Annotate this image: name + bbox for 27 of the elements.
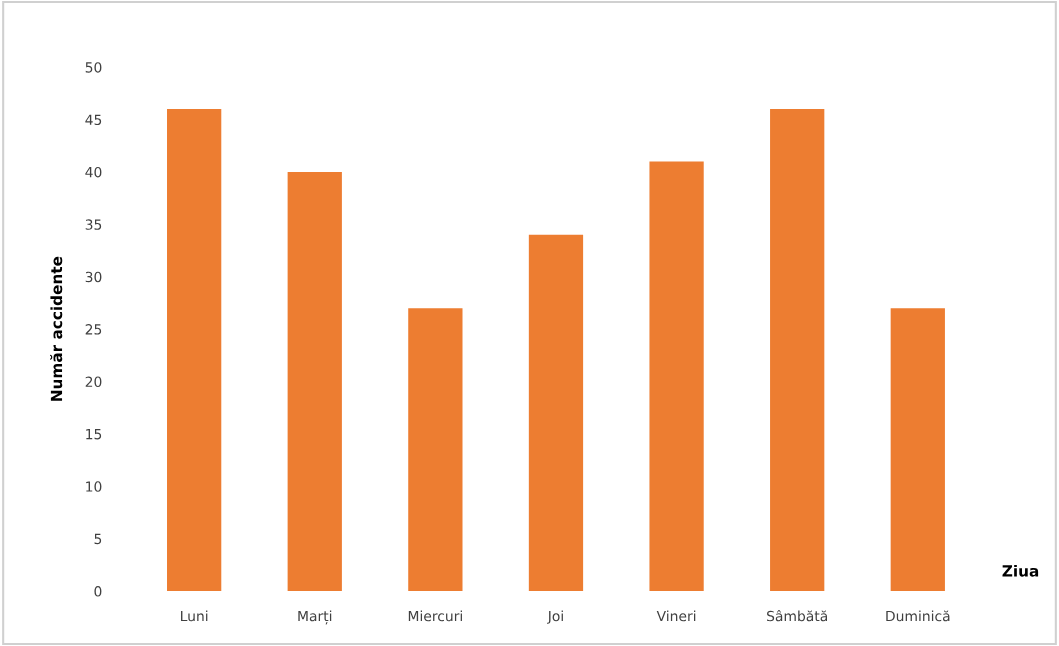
x-tick-label: Duminică — [886, 610, 950, 622]
y-tick-label: 25 — [85, 324, 102, 335]
x-tick-label: Marți — [298, 610, 332, 625]
bar — [890, 308, 945, 592]
x-tick-label: Miercuri — [408, 610, 462, 622]
x-tick-label: Vineri — [656, 610, 696, 622]
bar — [408, 308, 463, 592]
x-axis-title: Ziua — [1002, 564, 1039, 577]
y-tick-label: 50 — [85, 62, 102, 73]
bar — [770, 109, 825, 592]
y-tick-label: 5 — [94, 533, 102, 545]
y-tick-label: 15 — [86, 429, 102, 440]
x-tick-label: Joi — [547, 610, 563, 624]
y-tick-label: 20 — [85, 376, 102, 387]
y-tick-label: 0 — [94, 586, 102, 597]
bar — [287, 171, 342, 592]
bar — [649, 161, 704, 592]
y-tick-label: 35 — [85, 219, 102, 230]
x-tick-label: Sâmbătă — [767, 609, 827, 622]
y-tick-label: 30 — [85, 271, 102, 283]
bar — [528, 234, 584, 592]
y-tick-label: 10 — [86, 481, 102, 492]
bar — [167, 109, 222, 592]
y-tick-label: 45 — [85, 114, 102, 126]
y-tick-label: 40 — [85, 166, 102, 178]
y-axis-title: Număr accidente — [50, 256, 63, 401]
x-tick-label: Luni — [181, 610, 208, 622]
